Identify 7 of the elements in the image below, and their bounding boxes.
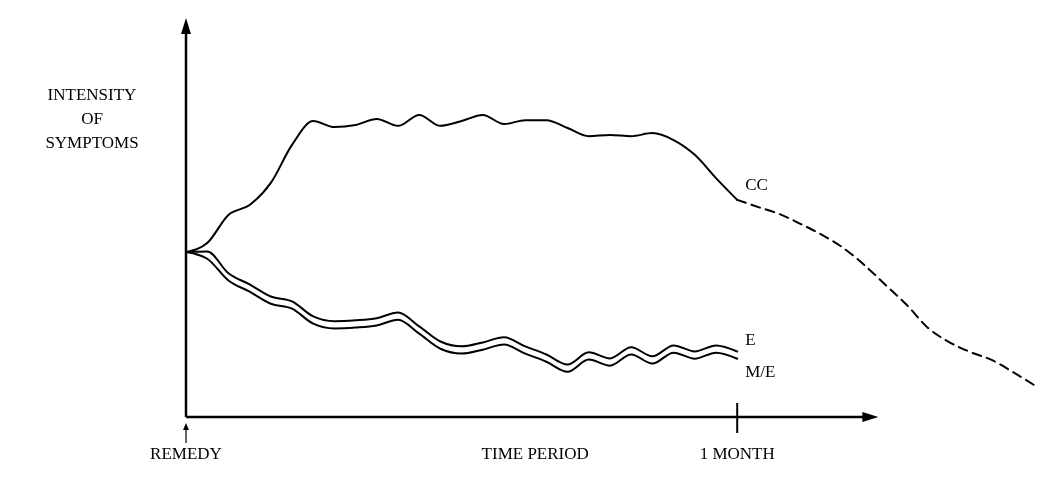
y-axis-title: INTENSITY OF SYMPTOMS — [45, 85, 139, 152]
series-label: CC — [745, 174, 768, 194]
x-axis-title: TIME PERIOD — [481, 444, 589, 463]
x-tick-label: 1 MONTH — [699, 444, 775, 463]
x-tick-label: REMEDY — [150, 444, 222, 463]
series-label: E — [745, 330, 756, 350]
series-label: M/E — [745, 361, 776, 381]
